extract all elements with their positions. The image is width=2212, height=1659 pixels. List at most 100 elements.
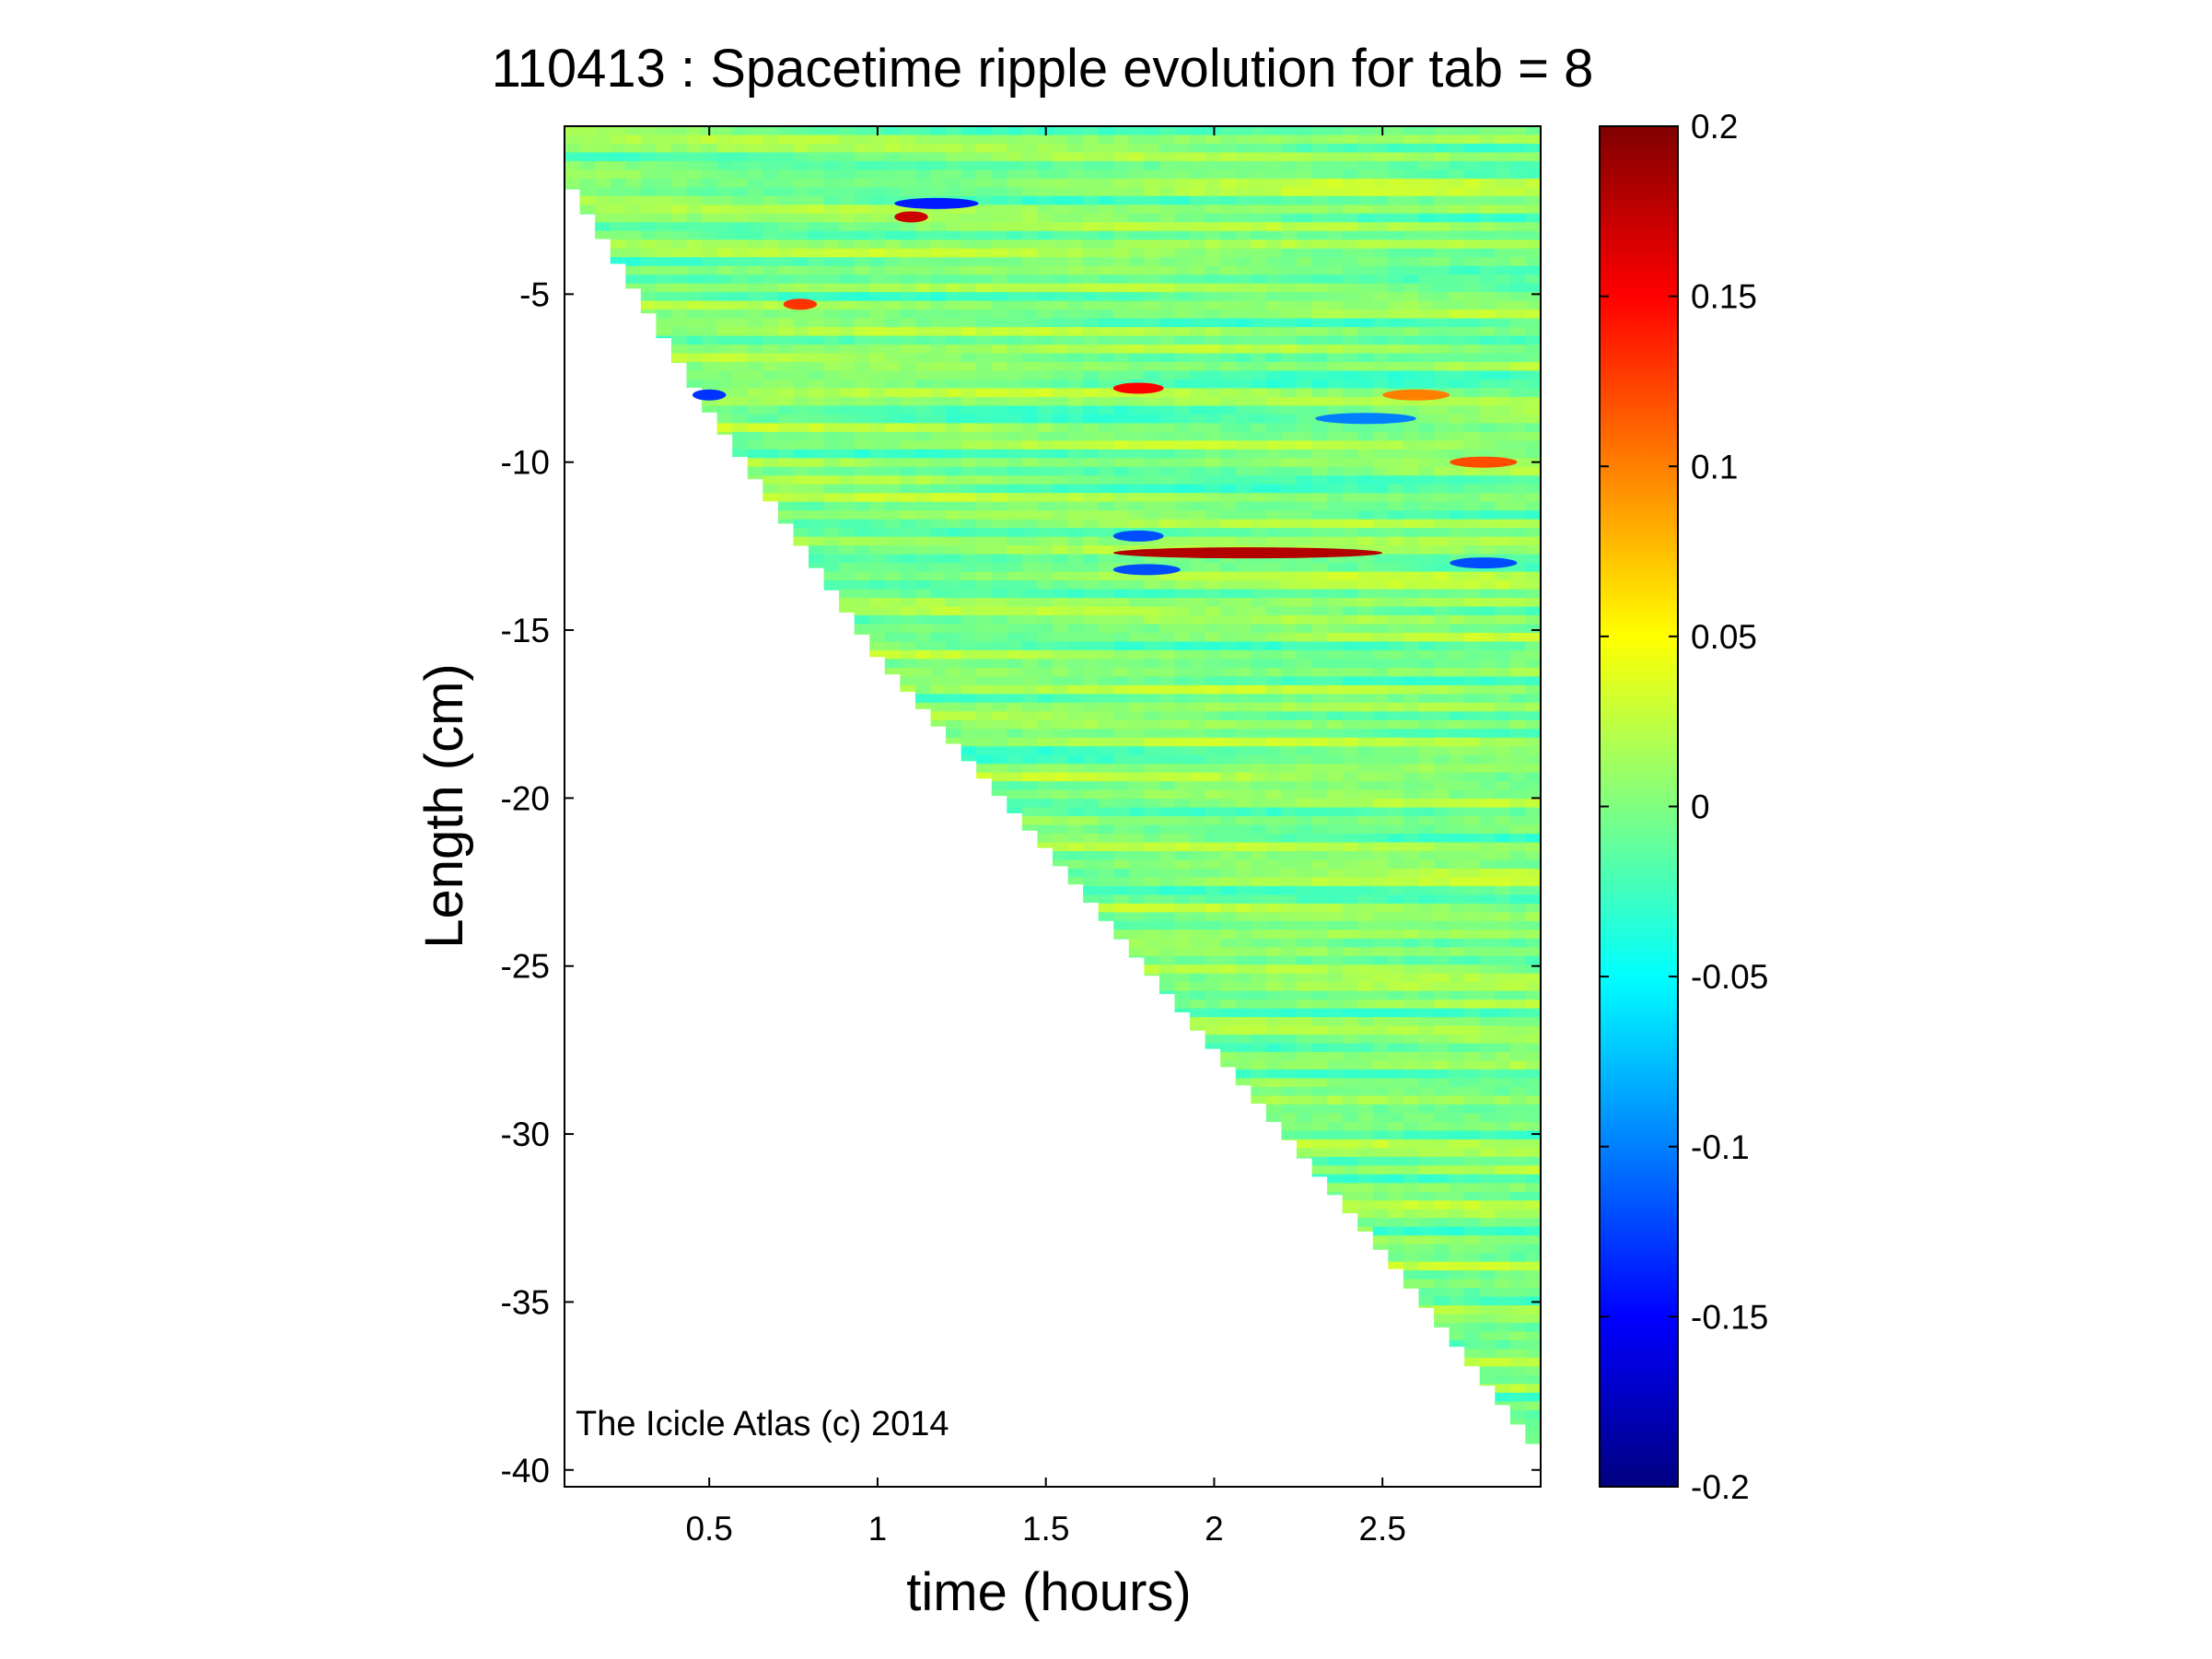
- heatmap-cell: [1327, 169, 1344, 180]
- heatmap-cell: [1479, 528, 1496, 538]
- heatmap-cell: [1235, 632, 1252, 643]
- heatmap-cell: [1479, 938, 1496, 948]
- heatmap-cell: [1113, 283, 1130, 293]
- heatmap-cell: [1297, 649, 1313, 660]
- heatmap-cell: [1434, 580, 1450, 590]
- heatmap-cell: [1251, 458, 1267, 468]
- heatmap-cell: [854, 275, 870, 285]
- heatmap-cell: [1311, 143, 1328, 154]
- heatmap-cell: [1479, 362, 1496, 372]
- heatmap-cell: [1021, 711, 1039, 721]
- heatmap-cell: [991, 204, 1007, 215]
- heatmap-cell: [1144, 964, 1160, 975]
- heatmap-cell: [1464, 676, 1481, 686]
- heatmap-cell: [914, 624, 932, 634]
- heatmap-cell: [1479, 1288, 1496, 1298]
- heatmap-cell: [1190, 947, 1206, 957]
- heatmap-cell: [1327, 903, 1344, 913]
- heatmap-cell: [1434, 362, 1450, 372]
- heatmap-cell: [1098, 580, 1114, 590]
- heatmap-cell: [1449, 134, 1465, 145]
- heatmap-cell: [1144, 947, 1160, 957]
- heatmap-cell: [1083, 396, 1100, 407]
- heatmap-cell: [1205, 440, 1221, 450]
- heatmap-cell: [1342, 799, 1358, 809]
- heatmap-cell: [1067, 475, 1084, 485]
- heatmap-cell: [1220, 982, 1237, 992]
- heatmap-cell: [1311, 458, 1328, 468]
- heatmap-cell: [1128, 877, 1145, 887]
- heatmap-cell: [1205, 842, 1221, 852]
- heatmap-cell: [1281, 947, 1298, 957]
- heatmap-cell: [1449, 143, 1465, 154]
- heatmap-cell: [1144, 702, 1160, 712]
- heatmap-cell: [747, 230, 763, 240]
- heatmap-cell: [1144, 283, 1160, 293]
- heatmap-cell: [960, 641, 977, 651]
- heatmap-cell: [1251, 484, 1267, 494]
- heatmap-cell: [763, 388, 779, 398]
- heatmap-cell: [1297, 912, 1313, 922]
- heatmap-cell: [914, 545, 932, 555]
- heatmap-cell: [1053, 598, 1069, 608]
- heatmap-cell: [1174, 580, 1191, 590]
- heatmap-cell: [1205, 423, 1221, 433]
- heatmap-cell: [1067, 816, 1084, 826]
- heatmap-cell: [1311, 362, 1328, 372]
- heatmap-cell: [1388, 571, 1404, 581]
- heatmap-cell: [839, 213, 856, 223]
- heatmap-cell: [777, 466, 795, 476]
- heatmap-cell: [1174, 667, 1191, 677]
- heatmap-cell: [1281, 248, 1298, 258]
- heatmap-cell: [1357, 1095, 1374, 1105]
- heatmap-cell: [1053, 580, 1069, 590]
- heatmap-cell: [839, 240, 856, 250]
- heatmap-cell: [777, 414, 795, 424]
- heatmap-cell: [1403, 283, 1420, 293]
- heatmap-cell: [1220, 641, 1237, 651]
- heatmap-cell: [1053, 265, 1069, 275]
- heatmap-cell: [1357, 938, 1374, 948]
- heatmap-cell: [1053, 335, 1069, 345]
- heatmap-cell: [702, 327, 718, 337]
- heatmap-cell: [839, 370, 856, 380]
- heatmap-cell: [579, 143, 596, 154]
- heatmap-cell: [1220, 1060, 1237, 1068]
- heatmap-cell: [914, 475, 932, 485]
- heatmap-cell: [1220, 824, 1237, 835]
- heatmap-cell: [1021, 248, 1039, 258]
- heatmap-cell: [1021, 396, 1039, 407]
- heatmap-cell: [1418, 283, 1435, 293]
- heatmap-cell: [656, 318, 672, 328]
- heatmap-cell: [1174, 947, 1191, 957]
- heatmap-cell: [1067, 649, 1084, 660]
- heatmap-cell: [579, 134, 596, 145]
- heatmap-cell: [1327, 536, 1344, 546]
- heatmap-cell: [991, 335, 1007, 345]
- heatmap-cell: [1220, 659, 1237, 669]
- heatmap-cell: [1251, 868, 1267, 879]
- heatmap-cell: [1327, 606, 1344, 616]
- chart-title: 110413 : Spacetime ripple evolution for …: [492, 39, 1594, 99]
- heatmap-cell: [1174, 781, 1191, 791]
- heatmap-cell: [1372, 737, 1389, 747]
- heatmap-cell: [823, 283, 840, 293]
- heatmap-cell: [1144, 807, 1160, 817]
- heatmap-cell: [1113, 920, 1130, 930]
- heatmap-cell: [1418, 423, 1435, 433]
- heatmap-cell: [1464, 764, 1481, 774]
- heatmap-cell: [991, 466, 1007, 476]
- heatmap-cell: [1372, 894, 1389, 905]
- heatmap-cell: [809, 563, 825, 568]
- heatmap-cell: [732, 362, 749, 372]
- heatmap-cell: [1128, 764, 1145, 774]
- heatmap-cell: [930, 466, 947, 476]
- heatmap-cell: [1357, 799, 1374, 809]
- heatmap-cell: [1053, 414, 1069, 424]
- heatmap-cell: [670, 143, 688, 154]
- heatmap-cell: [930, 614, 947, 625]
- heatmap-cell: [1495, 510, 1511, 520]
- heatmap-cell: [946, 545, 962, 555]
- heatmap-cell: [1418, 1165, 1435, 1175]
- heatmap-cell: [1037, 222, 1054, 232]
